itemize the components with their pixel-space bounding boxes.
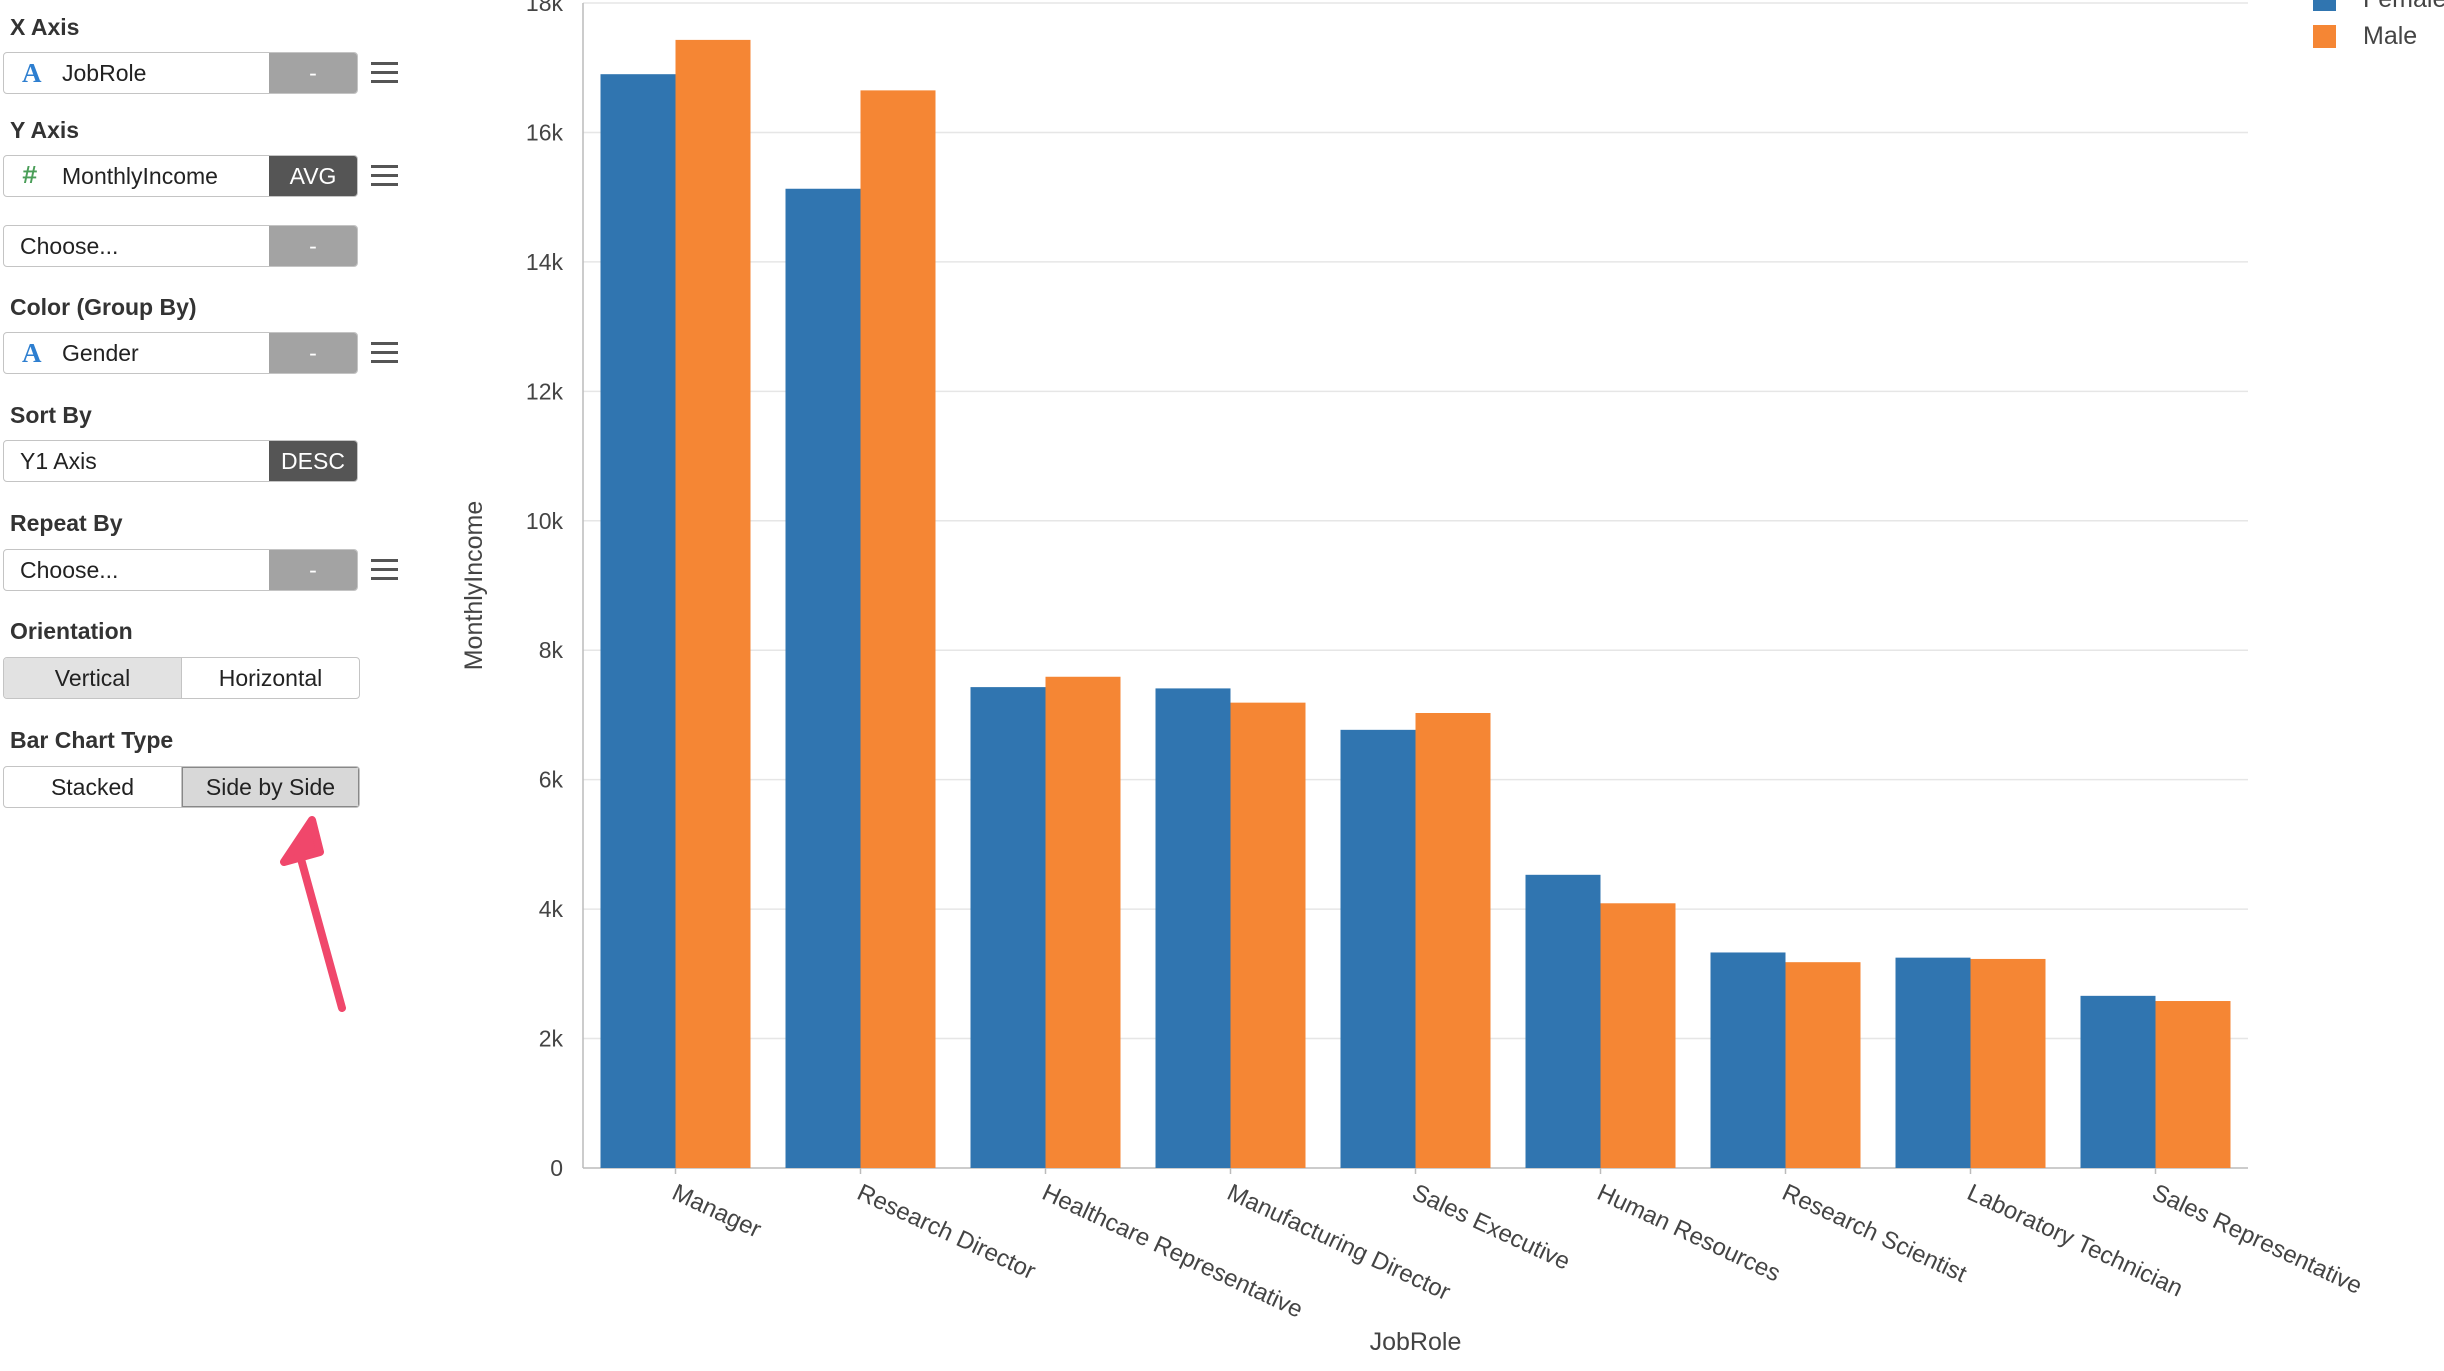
y-axis-field-name: MonthlyIncome: [62, 163, 218, 189]
x-tick-label: Human Resources: [1593, 1179, 1785, 1287]
y-axis-2-placeholder: Choose...: [20, 233, 119, 259]
bar-female[interactable]: [1155, 688, 1231, 1168]
y-axis-aggregation-button[interactable]: AVG: [269, 156, 357, 196]
bar-male[interactable]: [1970, 958, 2046, 1168]
bar-male[interactable]: [1600, 903, 1676, 1168]
bar-male[interactable]: [860, 90, 936, 1168]
bar-female[interactable]: [1525, 874, 1601, 1168]
color-menu-icon[interactable]: [371, 342, 398, 364]
y-axis-field-selector[interactable]: # MonthlyIncome AVG: [3, 155, 358, 197]
color-field-name: Gender: [62, 340, 139, 366]
string-type-icon: A: [22, 338, 42, 368]
sort-field-selector[interactable]: Y1 Axis DESC: [3, 440, 358, 482]
x-axis-menu-icon[interactable]: [371, 62, 398, 84]
bar-female[interactable]: [970, 687, 1046, 1168]
color-group-by-label: Color (Group By): [10, 294, 197, 320]
repeat-by-label: Repeat By: [10, 510, 123, 536]
y-tick-label: 4k: [539, 896, 564, 922]
y-tick-label: 12k: [526, 378, 564, 404]
x-tick-label: Manager: [668, 1179, 765, 1244]
bar-type-side-by-side-option[interactable]: Side by Side: [182, 767, 359, 807]
repeat-placeholder: Choose...: [20, 557, 119, 583]
bar-female[interactable]: [600, 74, 676, 1168]
bar-female[interactable]: [785, 188, 861, 1168]
y-tick-label: 16k: [526, 119, 564, 145]
x-axis-label: X Axis: [10, 14, 80, 40]
bar-male[interactable]: [1785, 962, 1861, 1168]
sort-order-button[interactable]: DESC: [269, 441, 357, 481]
legend-swatch-male[interactable]: [2313, 25, 2336, 48]
y-axis-2-field-selector[interactable]: Choose... -: [3, 225, 358, 267]
legend-swatch-female[interactable]: [2313, 0, 2336, 11]
bar-female[interactable]: [1340, 729, 1416, 1168]
legend-label-male[interactable]: Male: [2363, 22, 2417, 50]
x-axis-title: JobRole: [1370, 1328, 1462, 1356]
y-axis-title: MonthlyIncome: [460, 501, 488, 671]
y-tick-label: 0: [550, 1155, 563, 1181]
legend-label-female[interactable]: Female: [2363, 0, 2444, 13]
y-tick-label: 6k: [539, 767, 564, 793]
y-tick-label: 8k: [539, 637, 564, 663]
bar-type-stacked-option[interactable]: Stacked: [4, 767, 182, 807]
numeric-type-icon: #: [22, 161, 38, 191]
sort-by-label: Sort By: [10, 402, 92, 428]
bar-chart-area: 0 2k 4k 6k 8k 10k 12k 14k 16k 18k Manager Research …: [440, 0, 2444, 1366]
bar-female[interactable]: [2080, 995, 2156, 1168]
y-axis-label: Y Axis: [10, 117, 80, 143]
x-axis-field-selector[interactable]: A JobRole -: [3, 52, 358, 94]
bar-male[interactable]: [1045, 676, 1121, 1168]
bar-male[interactable]: [1415, 713, 1491, 1168]
repeat-menu-icon[interactable]: [371, 559, 398, 581]
x-tick-label: Sales Executive: [1408, 1179, 1574, 1276]
color-field-selector[interactable]: A Gender -: [3, 332, 358, 374]
bar-chart: 0 2k 4k 6k 8k 10k 12k 14k 16k 18k Manager Research …: [460, 0, 2444, 1356]
bar-chart-type-label: Bar Chart Type: [10, 727, 174, 753]
orientation-horizontal-option[interactable]: Horizontal: [218, 665, 323, 691]
bar-chart-type-toggle: Stacked Side by Side: [3, 766, 360, 808]
bar-female[interactable]: [1710, 952, 1786, 1168]
y-axis-menu-icon[interactable]: [371, 165, 398, 187]
color-aggregation-button[interactable]: -: [269, 333, 357, 373]
y-tick-label: 2k: [539, 1026, 564, 1052]
y-axis-2-aggregation-button[interactable]: -: [269, 226, 357, 266]
x-tick-label: Research Scientist: [1778, 1179, 1971, 1288]
annotation-arrow-icon: [280, 816, 346, 1012]
chart-settings-sidebar: X Axis A JobRole - Y Axis # MonthlyIncom…: [0, 0, 440, 1366]
orientation-vertical-option[interactable]: Vertical: [4, 658, 182, 698]
repeat-field-selector[interactable]: Choose... -: [3, 549, 358, 591]
orientation-label: Orientation: [10, 618, 133, 644]
bar-male[interactable]: [675, 39, 751, 1168]
x-tick-label: Research Director: [853, 1179, 1040, 1285]
x-axis-aggregation-button[interactable]: -: [269, 53, 357, 93]
bar-female[interactable]: [1895, 957, 1971, 1168]
sort-field-name: Y1 Axis: [20, 448, 97, 474]
orientation-toggle: Vertical Horizontal: [3, 657, 360, 699]
string-type-icon: A: [22, 58, 42, 88]
bar-male[interactable]: [2155, 1001, 2231, 1168]
repeat-aggregation-button[interactable]: -: [269, 550, 357, 590]
x-axis-field-name: JobRole: [62, 60, 147, 86]
y-tick-label: 14k: [526, 249, 564, 275]
y-tick-label: 18k: [526, 0, 564, 16]
bar-male[interactable]: [1230, 702, 1306, 1168]
y-tick-label: 10k: [526, 508, 564, 534]
